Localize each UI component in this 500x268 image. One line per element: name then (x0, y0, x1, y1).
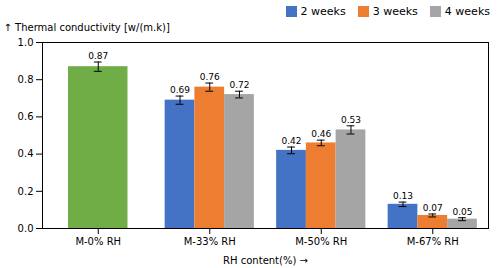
svg-text:0.2: 0.2 (18, 186, 34, 197)
svg-text:0.05: 0.05 (452, 207, 472, 217)
svg-text:M-33% RH: M-33% RH (184, 236, 236, 247)
svg-text:0.76: 0.76 (200, 72, 220, 82)
svg-text:0.42: 0.42 (281, 136, 301, 146)
svg-text:0.13: 0.13 (393, 191, 413, 201)
svg-text:RH content(%) →: RH content(%) → (223, 255, 308, 266)
html-text:3 weeks: 3 weeks (372, 4, 418, 18)
svg-text:0.87: 0.87 (88, 51, 108, 61)
svg-text:M-67% RH: M-67% RH (407, 236, 459, 247)
svg-text:0.53: 0.53 (341, 115, 361, 125)
html-text:4 weeks: 4 weeks (444, 4, 490, 18)
svg-text:0.69: 0.69 (170, 85, 190, 95)
svg-text:0.4: 0.4 (18, 148, 34, 159)
svg-text:M-0% RH: M-0% RH (75, 236, 121, 247)
svg-text:M-50% RH: M-50% RH (295, 236, 347, 247)
svg-text:↑ Thermal conductivity [w/(m.k: ↑ Thermal conductivity [w/(m.k)] (4, 22, 170, 33)
svg-text:1.0: 1.0 (18, 37, 34, 48)
svg-text:0.46: 0.46 (311, 129, 331, 139)
html-text:2 weeks: 2 weeks (300, 4, 346, 18)
svg-text:0.07: 0.07 (423, 203, 443, 213)
svg-text:0.72: 0.72 (229, 80, 249, 90)
svg-text:0.8: 0.8 (18, 74, 34, 85)
svg-text:0.0: 0.0 (18, 223, 34, 234)
svg-text:0.6: 0.6 (18, 111, 34, 122)
